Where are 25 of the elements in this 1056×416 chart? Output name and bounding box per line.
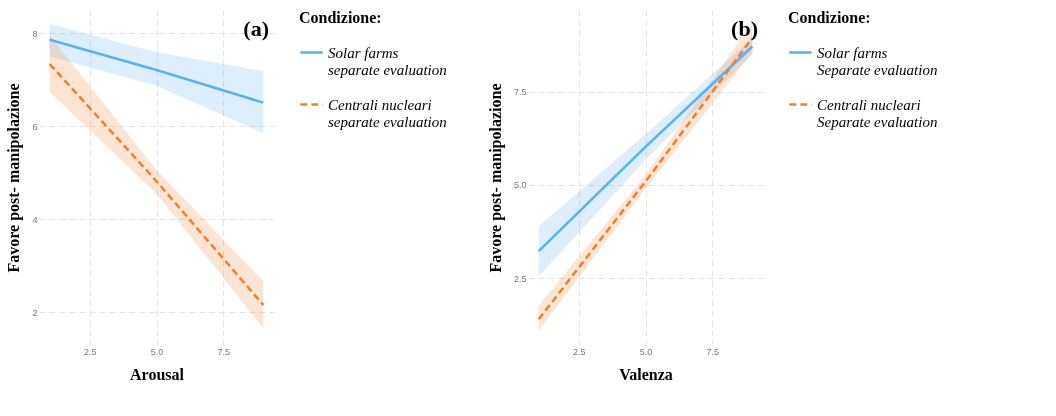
chart-title: (b) xyxy=(731,16,758,41)
y-tick-label: 7.5 xyxy=(513,87,527,98)
x-tick-label: 5.0 xyxy=(639,346,653,357)
legend-title: Condizione: xyxy=(788,9,871,26)
x-tick-label: 7.5 xyxy=(217,346,231,357)
y-tick-label: 4 xyxy=(32,214,38,225)
y-tick-label: 6 xyxy=(32,121,38,132)
y-axis-title: Favore post- manipolazione xyxy=(5,83,24,273)
x-axis-title: Arousal xyxy=(130,365,185,383)
y-axis-title: Favore post- manipolazione xyxy=(486,83,505,273)
legend-label: Solar farms separate evaluation xyxy=(328,44,447,78)
chart-title: (a) xyxy=(243,16,269,41)
legend-label: Solar farms Separate evaluation xyxy=(817,44,938,78)
x-tick-label: 2.5 xyxy=(572,346,586,357)
y-tick-label: 2 xyxy=(32,307,38,318)
y-tick-label: 8 xyxy=(32,28,38,39)
x-axis-title: Valenza xyxy=(619,365,673,383)
x-tick-label: 2.5 xyxy=(83,346,97,357)
legend-label: Centrali nucleari separate evaluation xyxy=(328,96,447,130)
legend-label: Centrali nucleari Separate evaluation xyxy=(817,96,938,130)
y-tick-label: 2.5 xyxy=(513,273,527,284)
y-tick-label: 5.0 xyxy=(513,180,527,191)
x-tick-label: 5.0 xyxy=(150,346,164,357)
legend-title: Condizione: xyxy=(299,9,382,26)
x-tick-label: 7.5 xyxy=(706,346,720,357)
